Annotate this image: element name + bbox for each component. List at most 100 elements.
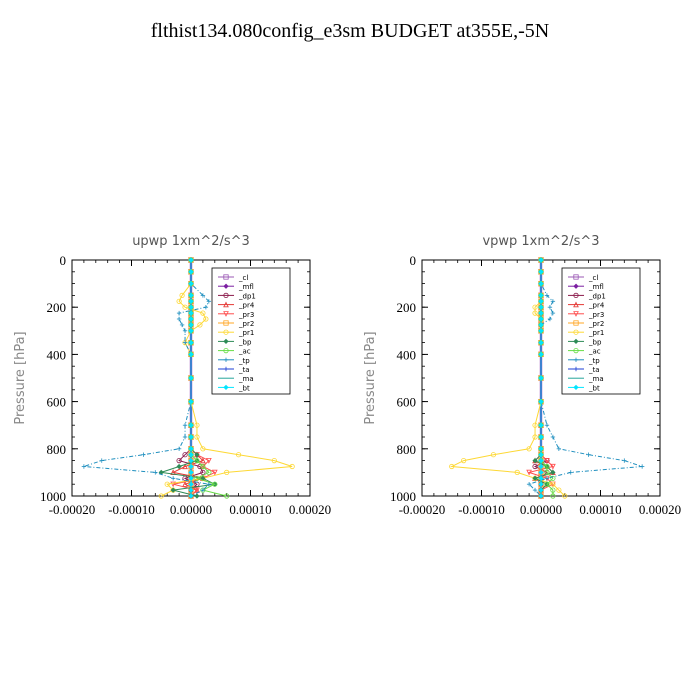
legend-label: _pr4: [588, 302, 605, 310]
series-point-bt: [538, 292, 544, 299]
series-point-pr1: [158, 493, 164, 499]
series-point-ac: [194, 457, 200, 464]
series-point-pr1: [197, 322, 203, 328]
legend-marker: [573, 301, 579, 308]
series-point-bt: [538, 398, 544, 405]
series-point-ac: [550, 475, 556, 481]
series-point-bt: [538, 298, 544, 304]
series-point-pr3: [211, 469, 218, 476]
legend-label: _bt: [588, 384, 600, 392]
series-line-pr4: [533, 260, 554, 496]
x-tick-label: -0.00010: [108, 502, 155, 517]
legend-label: _pr1: [588, 329, 604, 337]
series-point-pr1: [194, 422, 200, 428]
series-point-pr1: [490, 452, 496, 458]
legend-label: _pr2: [238, 320, 254, 328]
legend-marker: [573, 283, 579, 289]
series-point-bt: [188, 375, 194, 381]
legend-marker: [573, 384, 579, 391]
legend-marker: [223, 347, 229, 354]
series-point-bt: [538, 457, 544, 464]
legend-label: _cl: [238, 274, 248, 282]
series-point-pr3: [526, 469, 532, 476]
series-point-bt: [538, 446, 544, 452]
series-point-dp1: [182, 452, 188, 458]
series-point-bt: [188, 257, 194, 263]
panel-vpwp: vpwp 1xm^2/s^3 Pressure [hPa] -0.00020 -0.0…: [363, 234, 681, 517]
legend-label: _bp: [588, 338, 602, 346]
y-tick-label: 1000: [390, 489, 416, 504]
legend: _cl_mfl_dp1_pr4_pr3_pr2_pr1_bp_ac_tp_ta_…: [211, 267, 291, 395]
legend-label: _dp1: [238, 292, 256, 300]
series-point-bt: [188, 298, 194, 304]
legend-label: _ma: [588, 375, 604, 383]
x-tick-label: 0.00000: [520, 502, 562, 517]
series-point-pr1: [176, 298, 182, 304]
series-point-bt: [188, 351, 194, 358]
series-point-pr4: [182, 463, 188, 470]
x-tick-label: 0.00020: [639, 502, 681, 517]
legend-label: _pr3: [588, 311, 604, 319]
series-point-pr4: [200, 457, 206, 464]
series-point-pr1: [236, 452, 242, 458]
series-point-bt: [538, 375, 544, 381]
series-point-bt: [538, 328, 544, 334]
legend-marker: [223, 301, 229, 308]
series-point-bt: [538, 481, 544, 487]
series-point-bt: [188, 469, 194, 476]
legend-marker: [573, 338, 579, 345]
y-axis-label: Pressure [hPa]: [363, 331, 378, 424]
series-point-pr1: [224, 469, 230, 475]
legend-label: _tp: [588, 357, 600, 365]
series-point-dp1: [532, 463, 538, 470]
series-point-bp: [194, 452, 200, 458]
legend-label: _pr2: [588, 320, 604, 328]
series-point-ac: [212, 481, 218, 487]
series-point-bt: [538, 304, 544, 310]
series-point-bt: [538, 351, 544, 358]
series-point-pr3: [206, 457, 212, 464]
series-point-bt: [188, 328, 194, 334]
legend-marker: [223, 384, 229, 391]
series-point-bt: [188, 322, 194, 328]
series-point-bt: [188, 304, 194, 310]
series-point-pr1: [461, 457, 467, 464]
series-point-pr1: [289, 463, 295, 470]
series-point-dp1: [176, 457, 182, 464]
series-point-ac: [550, 493, 556, 499]
legend-label: _dp1: [588, 292, 606, 300]
legend-label: _bt: [238, 384, 250, 392]
series-point-pr1: [514, 469, 520, 475]
plot-area: [81, 256, 295, 500]
series-point-pr1: [203, 316, 209, 322]
x-tick-label: 0.00020: [289, 502, 331, 517]
y-axis-label: Pressure [hPa]: [13, 331, 28, 424]
x-tick-label: 0.00000: [170, 502, 212, 517]
series-point-pr4: [170, 469, 176, 476]
legend-label: _ac: [588, 348, 601, 356]
series-point-bt: [538, 310, 544, 316]
legend-label: _tp: [238, 357, 250, 365]
series-point-pr3: [550, 463, 556, 470]
legend-label: _ac: [238, 348, 251, 356]
legend-marker: [223, 311, 229, 317]
y-tick-label: 600: [397, 395, 417, 410]
plot-area: [449, 256, 645, 500]
series-point-bt: [188, 269, 194, 275]
series-point-bt: [538, 316, 544, 322]
series-point-bp: [176, 463, 182, 470]
series-point-ac: [544, 469, 550, 475]
legend: _cl_mfl_dp1_pr4_pr3_pr2_pr1_bp_ac_tp_ta_…: [561, 267, 641, 395]
series-point-bt: [188, 422, 194, 428]
legend-box: [561, 267, 641, 395]
y-tick-label: 200: [397, 300, 417, 315]
series-point-bt: [538, 269, 544, 275]
legend-label: _ta: [238, 366, 250, 374]
series-point-bt: [188, 463, 194, 470]
series-point-bt: [538, 339, 544, 346]
legend-label: _pr1: [238, 329, 254, 337]
series-point-bt: [538, 322, 544, 328]
series-point-bt: [188, 457, 194, 464]
legend-marker: [223, 320, 229, 326]
